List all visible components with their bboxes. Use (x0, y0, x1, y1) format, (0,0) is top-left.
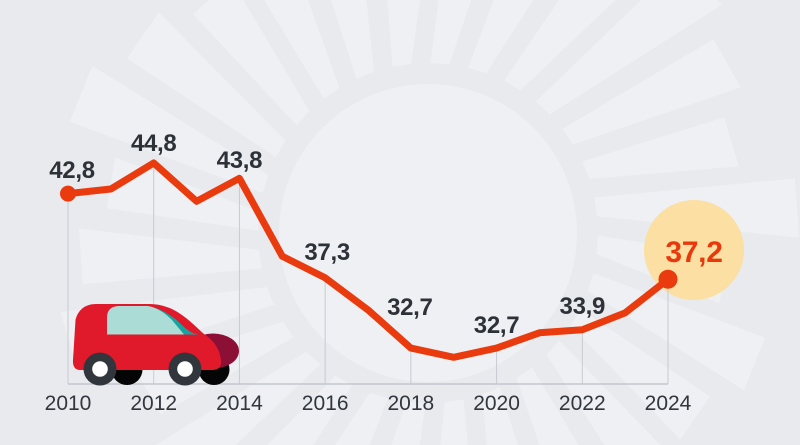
sunburst-ray (267, 375, 353, 445)
sunburst-ray (570, 308, 710, 440)
sunburst-ray (69, 65, 269, 193)
sunburst-ray (546, 340, 661, 445)
sunburst-ray (482, 387, 518, 445)
trend-line (64, 159, 672, 361)
data-label-2022: 33,9 (559, 292, 606, 320)
data-label-2016: 37,3 (304, 238, 350, 266)
data-label-2024-highlighted: 37,2 (665, 236, 723, 270)
car-front-window (107, 306, 184, 335)
sunburst-ray (331, 0, 374, 79)
x-tick-2012: 2012 (130, 392, 178, 415)
data-label-2020: 32,7 (473, 312, 520, 340)
sunburst-ray (468, 0, 534, 74)
x-tick-2014: 2014 (216, 392, 263, 415)
sunburst-ray (587, 273, 766, 391)
x-tick-2016: 2016 (301, 392, 349, 415)
sunburst-ray (387, 0, 421, 67)
sunburst-ray (335, 392, 388, 445)
sunburst-ray (79, 228, 262, 285)
data-label-2010: 42,8 (49, 156, 95, 184)
x-tick-2018: 2018 (387, 392, 435, 415)
sunburst-ray (562, 39, 741, 145)
sunburst-ray (440, 399, 468, 445)
data-label-2018: 32,7 (387, 294, 433, 322)
x-tick-2020: 2020 (473, 392, 520, 415)
data-label-2012: 44,8 (130, 130, 177, 157)
x-tick-2024: 2024 (644, 392, 692, 415)
sunburst-ray (391, 401, 426, 445)
car-front-hubcap (92, 361, 108, 377)
sunburst-ray (193, 0, 310, 126)
sunburst-ray (155, 351, 321, 445)
sunburst-ray (535, 0, 722, 115)
sunburst-ray (516, 367, 579, 445)
sunburst-ray (264, 0, 340, 99)
start-dot (60, 185, 76, 202)
sunburst-ray (106, 157, 260, 231)
car-rear-hubcap (177, 361, 193, 377)
sunburst-disc (279, 84, 577, 382)
x-tick-2022: 2022 (558, 392, 606, 415)
sunburst-ray (582, 117, 739, 179)
data-label-2014: 43,8 (216, 147, 263, 175)
sunburst-ray (503, 0, 616, 91)
x-tick-2010: 2010 (44, 392, 92, 415)
end-dot (658, 269, 678, 289)
sunburst-ray (430, 0, 472, 65)
sunburst-ray (127, 12, 286, 158)
